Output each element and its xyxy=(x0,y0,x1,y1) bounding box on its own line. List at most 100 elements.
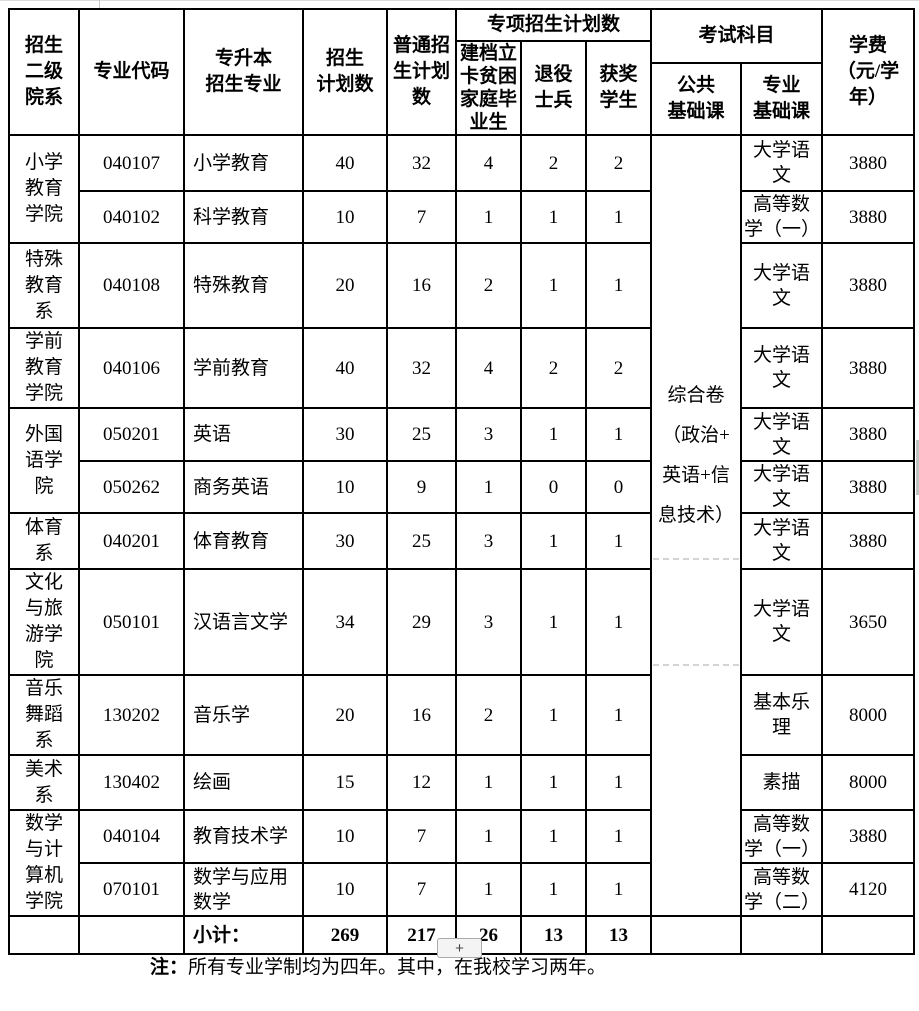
exam-major-cell: 基本乐 理 xyxy=(740,674,823,756)
header-major-code: 专业代码 xyxy=(78,8,185,136)
special-veteran-cell: 1 xyxy=(520,512,587,570)
major-cell: 学前教育 xyxy=(183,327,304,409)
table-row: 学前 教育 学院 040106 学前教育 40 32 4 2 2 大学语 文 3… xyxy=(8,327,915,409)
major-code-cell: 040104 xyxy=(78,809,185,864)
plan-total-cell: 20 xyxy=(302,242,388,329)
major-cell: 教育技术学 xyxy=(183,809,304,864)
plan-general-cell: 7 xyxy=(386,809,457,864)
top-hairline xyxy=(0,0,919,1)
table-row: 音乐 舞蹈 系 130202 音乐学 20 16 2 1 1 基本乐 理 800… xyxy=(8,674,915,756)
subtotal-row: 小计： 269 217 26 13 13 xyxy=(8,915,915,955)
plan-total-cell: 10 xyxy=(302,190,388,244)
exam-major-cell: 大学语 文 xyxy=(740,327,823,409)
tuition-cell: 8000 xyxy=(821,754,915,811)
exam-major-cell: 大学语 文 xyxy=(740,134,823,192)
plan-general-cell: 25 xyxy=(386,512,457,570)
footnote: 注：所有专业学制均为四年。其中，在我校学习两年。 xyxy=(150,956,606,980)
major-cell: 体育教育 xyxy=(183,512,304,570)
tuition-cell: 3650 xyxy=(821,568,915,676)
special-poverty-cell: 1 xyxy=(455,809,522,864)
special-award-cell: 2 xyxy=(585,327,652,409)
page-break-dash xyxy=(653,664,739,666)
dept-cell: 文化 与旅 游学 院 xyxy=(8,568,80,676)
major-code-cell: 050262 xyxy=(78,460,185,514)
empty-cell xyxy=(740,915,823,955)
major-cell: 科学教育 xyxy=(183,190,304,244)
special-veteran-cell: 1 xyxy=(520,754,587,811)
plan-total-cell: 10 xyxy=(302,460,388,514)
special-veteran-cell: 2 xyxy=(520,327,587,409)
major-code-cell: 040108 xyxy=(78,242,185,329)
table-row: 文化 与旅 游学 院 050101 汉语言文学 34 29 3 1 1 大学语 … xyxy=(8,568,915,676)
exam-major-cell: 大学语 文 xyxy=(740,460,823,514)
major-code-cell: 040106 xyxy=(78,327,185,409)
header-exam-major: 专业 基础课 xyxy=(740,62,823,136)
special-award-cell: 1 xyxy=(585,674,652,756)
subtotal-poverty: 26 xyxy=(455,915,522,955)
table-row: 070101 数学与应用 数学 10 7 1 1 1 高等数 学（二） 4120 xyxy=(9,862,915,917)
table-row: 数学 与计 算机 学院 040104 教育技术学 10 7 1 1 1 高等数 … xyxy=(8,809,915,917)
major-cell: 绘画 xyxy=(183,754,304,811)
dept-cell: 小学 教育 学院 xyxy=(8,134,80,244)
special-award-cell: 2 xyxy=(585,134,652,192)
plan-general-cell: 29 xyxy=(386,568,457,676)
table-row: 特殊 教育 系 040108 特殊教育 20 16 2 1 1 大学语 文 38… xyxy=(8,242,915,329)
dept-cell: 美术 系 xyxy=(8,754,80,811)
special-award-cell: 1 xyxy=(585,242,652,329)
plan-total-cell: 30 xyxy=(302,512,388,570)
subtotal-award: 13 xyxy=(585,915,652,955)
header-special-award: 获奖 学生 xyxy=(585,40,652,136)
major-cell: 特殊教育 xyxy=(183,242,304,329)
header-row-2: 建档立 卡贫困 家庭毕 业生 退役 士兵 获奖 学生 xyxy=(9,40,914,136)
admission-plan-table: 招生 二级 院系 专业代码 专升本 招生专业 招生 计划数 普通招 生计划 数 … xyxy=(8,7,915,955)
special-poverty-cell: 4 xyxy=(455,327,522,409)
header-tuition: 学费 （元/学 年） xyxy=(821,8,915,136)
major-cell: 商务英语 xyxy=(183,460,304,514)
special-veteran-cell: 1 xyxy=(520,190,587,244)
table-row: 040102 科学教育 10 7 1 1 1 高等数 学（一） 3880 xyxy=(9,190,915,244)
plan-total-cell: 20 xyxy=(302,674,388,756)
plan-total-cell: 15 xyxy=(302,754,388,811)
empty-cell xyxy=(78,915,185,955)
exam-major-cell: 高等数 学（一） xyxy=(740,809,823,864)
tuition-cell: 3880 xyxy=(821,134,915,192)
insert-plus-button[interactable]: + xyxy=(437,938,482,958)
special-award-cell: 1 xyxy=(585,512,652,570)
tuition-cell: 3880 xyxy=(821,809,915,864)
plan-general-cell: 16 xyxy=(386,674,457,756)
special-award-cell: 1 xyxy=(585,407,652,462)
special-veteran-cell: 2 xyxy=(520,134,587,192)
exam-major-cell: 素描 xyxy=(740,754,823,811)
plan-total-cell: 10 xyxy=(302,809,388,864)
tuition-cell: 4120 xyxy=(821,862,915,917)
special-poverty-cell: 3 xyxy=(455,512,522,570)
plan-general-cell: 9 xyxy=(386,460,457,514)
tuition-cell: 3880 xyxy=(821,242,915,329)
major-code-cell: 040201 xyxy=(78,512,185,570)
header-row-3: 公共 基础课 专业 基础课 xyxy=(9,62,914,136)
special-poverty-cell: 1 xyxy=(455,460,522,514)
plan-total-cell: 40 xyxy=(302,327,388,409)
tuition-cell: 3880 xyxy=(821,460,915,514)
footnote-label: 注： xyxy=(150,957,189,978)
special-veteran-cell: 1 xyxy=(520,809,587,864)
header-department: 招生 二级 院系 xyxy=(8,8,80,136)
top-tick xyxy=(99,0,100,8)
special-award-cell: 0 xyxy=(585,460,652,514)
plan-general-cell: 32 xyxy=(386,134,457,192)
plan-general-cell: 25 xyxy=(386,407,457,462)
special-award-cell: 1 xyxy=(585,809,652,864)
special-veteran-cell: 0 xyxy=(520,460,587,514)
dept-cell: 特殊 教育 系 xyxy=(8,242,80,329)
plan-general-cell: 7 xyxy=(386,862,457,917)
subtotal-label: 小计： xyxy=(183,915,304,955)
special-poverty-cell: 2 xyxy=(455,674,522,756)
major-cell: 小学教育 xyxy=(183,134,304,192)
table-row: 外国 语学 院 050201 英语 30 25 3 1 1 大学语 文 3880 xyxy=(8,407,915,514)
special-poverty-cell: 2 xyxy=(455,242,522,329)
table-row: 050262 商务英语 10 9 1 0 0 大学语 文 3880 xyxy=(9,460,915,514)
tuition-cell: 3880 xyxy=(821,190,915,244)
dept-cell: 外国 语学 院 xyxy=(8,407,80,514)
header-row-1: 招生 二级 院系 专业代码 专升本 招生专业 招生 计划数 普通招 生计划 数 … xyxy=(8,7,915,136)
major-cell: 英语 xyxy=(183,407,304,462)
